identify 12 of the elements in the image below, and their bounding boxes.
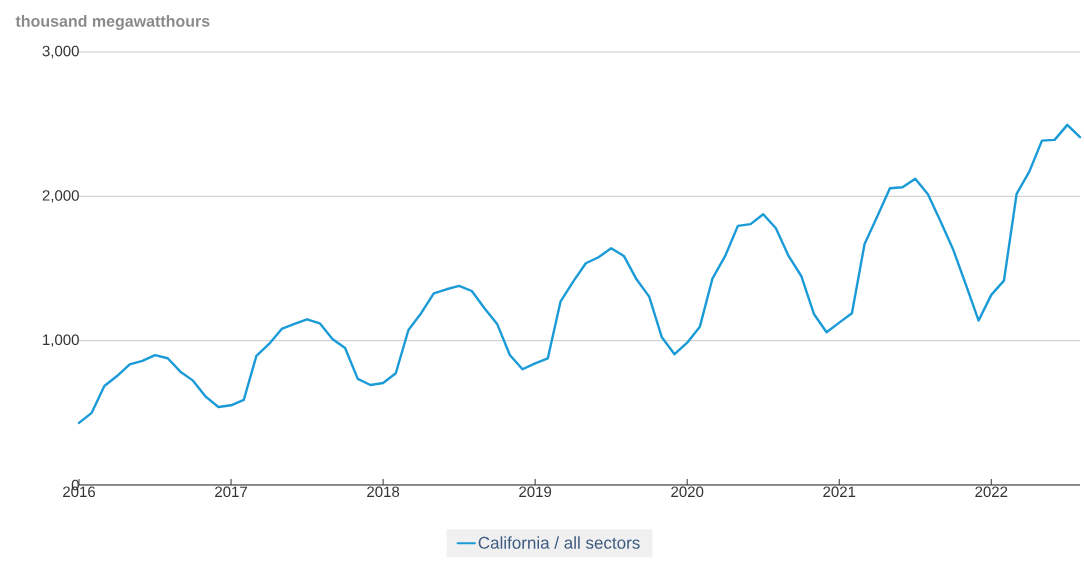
legend-label: California / all sectors	[478, 536, 640, 549]
x-tick-label: 2017	[215, 486, 247, 498]
line-series	[77, 123, 1082, 425]
y-axis-title: thousand megawatthours	[15, 15, 210, 31]
x-tick-label: 2022	[975, 486, 1008, 498]
y-tick-label: 1,000	[43, 334, 79, 347]
y-tick-label: 2,000	[42, 190, 79, 203]
x-tick-label: 2020	[671, 486, 704, 498]
x-tick-label: 2019	[519, 486, 552, 498]
x-tick-label: 2021	[823, 486, 856, 498]
x-tick-label: 2018	[367, 486, 400, 498]
y-tick-label: 3,000	[42, 45, 79, 59]
